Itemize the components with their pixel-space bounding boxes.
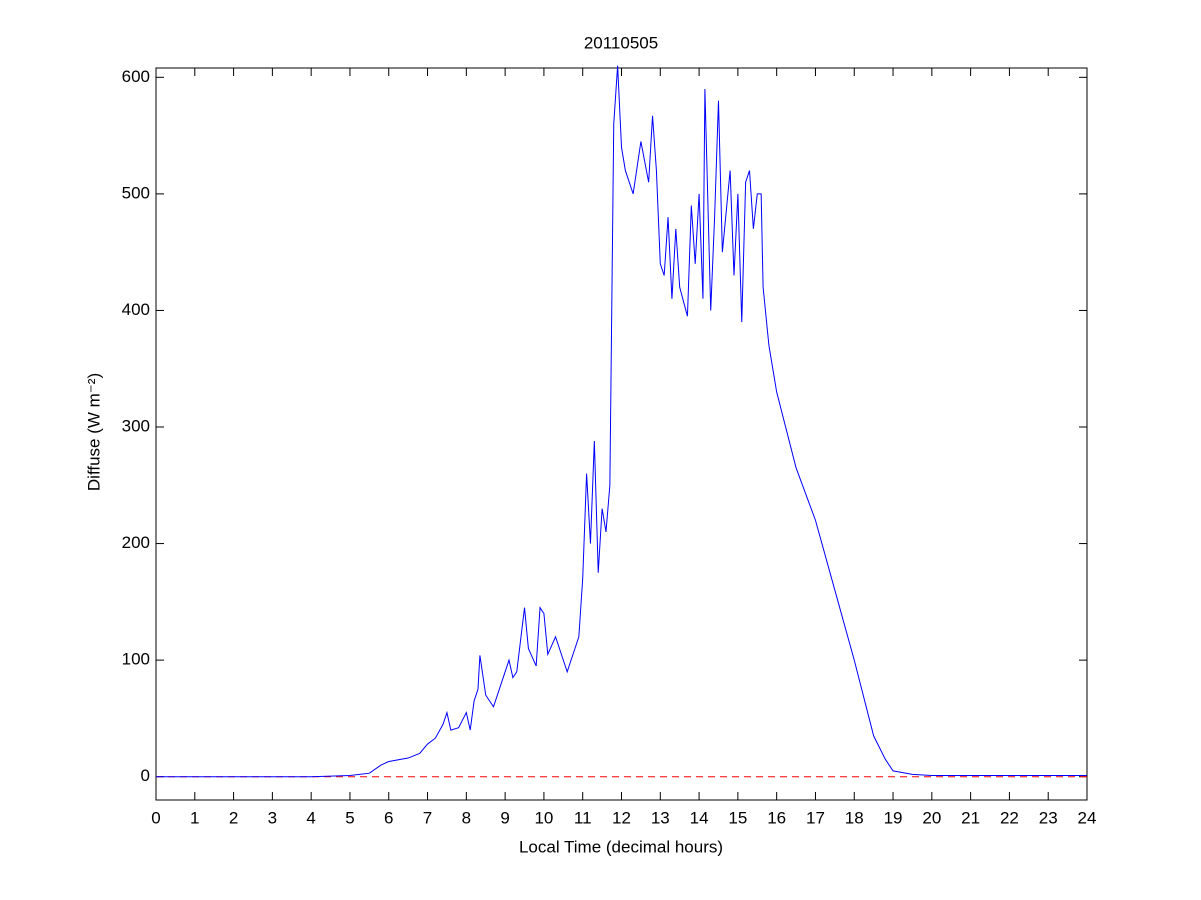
x-tick-label: 9 bbox=[500, 808, 509, 827]
x-tick-label: 2 bbox=[229, 808, 238, 827]
x-tick-label: 4 bbox=[306, 808, 315, 827]
x-tick-label: 3 bbox=[268, 808, 277, 827]
x-tick-label: 18 bbox=[845, 808, 864, 827]
data-line bbox=[156, 65, 1087, 778]
chart-title: 20110505 bbox=[584, 33, 658, 52]
x-tick-label: 15 bbox=[728, 808, 747, 827]
x-tick-label: 24 bbox=[1078, 808, 1097, 827]
x-tick-label: 20 bbox=[922, 808, 941, 827]
x-tick-label: 13 bbox=[651, 808, 670, 827]
y-tick-label: 0 bbox=[141, 766, 150, 785]
plot-frame bbox=[155, 67, 1088, 801]
x-tick-label: 14 bbox=[690, 808, 709, 827]
x-tick-label: 8 bbox=[462, 808, 471, 827]
y-tick-label: 400 bbox=[122, 300, 150, 319]
y-axis-label: Diffuse (W m⁻²) bbox=[84, 373, 103, 491]
x-tick-label: 12 bbox=[612, 808, 631, 827]
x-tick-label: 0 bbox=[151, 808, 160, 827]
y-tick-label: 100 bbox=[122, 650, 150, 669]
x-tick-label: 7 bbox=[423, 808, 432, 827]
x-tick-label: 19 bbox=[884, 808, 903, 827]
x-tick-label: 23 bbox=[1039, 808, 1058, 827]
x-tick-label: 16 bbox=[767, 808, 786, 827]
x-tick-label: 22 bbox=[1000, 808, 1019, 827]
x-tick-label: 6 bbox=[384, 808, 393, 827]
x-tick-label: 21 bbox=[961, 808, 980, 827]
x-tick-label: 17 bbox=[806, 808, 825, 827]
x-tick-label: 10 bbox=[534, 808, 553, 827]
x-tick-label: 5 bbox=[345, 808, 354, 827]
y-tick-label: 500 bbox=[122, 183, 150, 202]
x-tick-label: 1 bbox=[190, 808, 199, 827]
y-tick-label: 300 bbox=[122, 416, 150, 435]
x-axis-label: Local Time (decimal hours) bbox=[519, 837, 723, 856]
x-tick-label: 11 bbox=[574, 808, 592, 827]
y-tick-label: 200 bbox=[122, 533, 150, 552]
y-tick-label: 600 bbox=[122, 67, 150, 86]
